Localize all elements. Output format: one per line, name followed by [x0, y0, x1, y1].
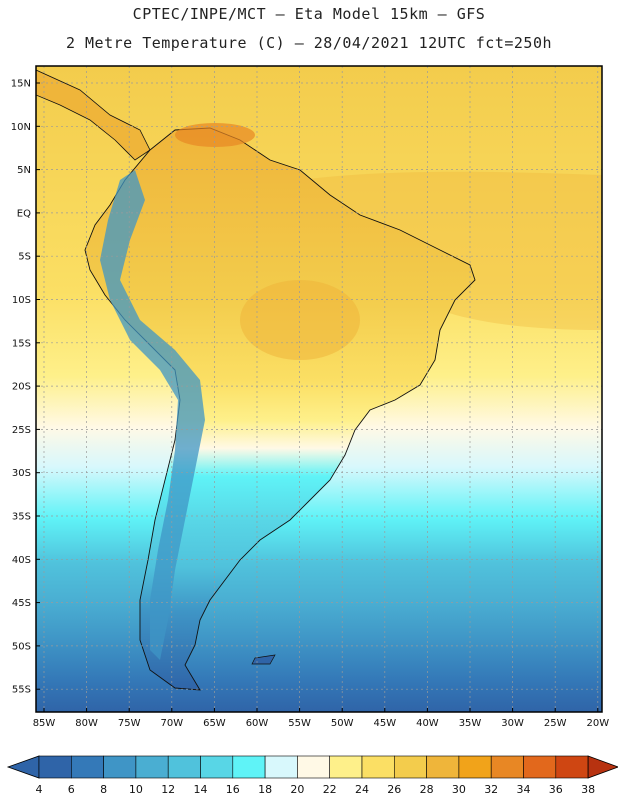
colorbar-tick-label: 20: [290, 783, 304, 796]
lon-label: 20W: [586, 718, 609, 729]
colorbar-tick-label: 16: [226, 783, 240, 796]
lon-label: 85W: [33, 718, 56, 729]
lon-label: 30W: [501, 718, 524, 729]
lon-label: 35W: [459, 718, 482, 729]
colorbar-swatch: [393, 755, 427, 779]
lat-label: 15S: [12, 338, 31, 349]
lat-label: 55S: [12, 685, 31, 696]
colorbar-tick-label: 6: [68, 783, 75, 796]
colorbar-swatch: [329, 755, 363, 779]
colorbar-swatch: [38, 755, 72, 779]
lat-label: 25S: [12, 425, 31, 436]
colorbar-tick-label: 10: [129, 783, 143, 796]
colorbar-tick-label: 14: [194, 783, 208, 796]
lon-label: 65W: [203, 718, 226, 729]
lat-label: 30S: [12, 468, 31, 479]
colorbar-swatch: [71, 755, 104, 779]
colorbar-tick-label: 18: [258, 783, 272, 796]
colorbar-swatch: [555, 755, 589, 779]
colorbar-tick-label: 12: [161, 783, 175, 796]
map-area: [36, 66, 602, 712]
colorbar-low-arrow: [6, 755, 40, 779]
colorbar-swatch: [490, 755, 524, 779]
colorbar-swatch: [361, 755, 395, 779]
lon-label: 45W: [373, 718, 396, 729]
lat-label: EQ: [17, 208, 31, 219]
lat-label: 10N: [11, 122, 31, 133]
lat-label: 35S: [12, 512, 31, 523]
colorbar-tick-label: 30: [452, 783, 466, 796]
colorbar-swatch: [458, 755, 492, 779]
colorbar-tick-label: 4: [36, 783, 43, 796]
latitude-labels: 15N 10N 5N EQ 5S 10S 15S 20S 25S 30S 35S 40S 45S 50S 5…: [11, 79, 31, 696]
lat-label: 10S: [12, 295, 31, 306]
lat-label: 50S: [12, 641, 31, 652]
longitude-labels: 85W 80W 75W 70W 65W 60W 55W 50W 45W 40W 35W 30W 25W 2…: [33, 718, 610, 729]
colorbar-high-arrow: [587, 755, 618, 779]
colorbar-tick-label: 32: [484, 783, 498, 796]
lon-label: 80W: [75, 718, 98, 729]
colorbar-swatch: [103, 755, 137, 779]
colorbar-tick-label: 38: [581, 783, 595, 796]
colorbar-tick-label: 8: [100, 783, 107, 796]
map-frame: [35, 65, 603, 713]
chart-title: CPTEC/INPE/MCT – Eta Model 15km – GFS: [132, 5, 486, 23]
lon-label: 55W: [288, 718, 311, 729]
colorbar-swatch: [523, 755, 557, 779]
colorbar-tick-label: 28: [420, 783, 434, 796]
lat-label: 5S: [18, 252, 31, 263]
lon-label: 40W: [416, 718, 439, 729]
andes-cool-ridge: [100, 170, 205, 660]
colorbar-swatch: [297, 755, 330, 779]
chart-subtitle: 2 Metre Temperature (C) – 28/04/2021 12U…: [65, 34, 553, 52]
colorbar-tick-label: 26: [387, 783, 401, 796]
colorbar: 4 6 8 10 12 14 16 18 20 22 24 26 28 30 32 34 36 38: [6, 755, 618, 796]
lat-label: 40S: [12, 555, 31, 566]
lon-label: 75W: [118, 718, 141, 729]
colorbar-tick-label: 22: [323, 783, 337, 796]
colorbar-tick-label: 34: [517, 783, 531, 796]
falkland-islands: [251, 654, 276, 665]
colorbar-swatch: [135, 755, 169, 779]
lat-label: 45S: [12, 598, 31, 609]
colorbar-tick-label: 36: [549, 783, 563, 796]
colorbar-swatch: [264, 755, 298, 779]
central-america-land: [36, 69, 151, 161]
hot-spot-venezuela: [175, 123, 255, 147]
colorbar-swatch: [426, 755, 460, 779]
lon-label: 50W: [331, 718, 354, 729]
colorbar-tick-label: 24: [355, 783, 369, 796]
lon-label: 70W: [160, 718, 183, 729]
colorbar-swatch: [232, 755, 266, 779]
lon-label: 60W: [246, 718, 269, 729]
lat-label: 5N: [17, 165, 31, 176]
colorbar-swatch: [200, 755, 234, 779]
lat-label: 15N: [11, 79, 31, 90]
lon-label: 25W: [544, 718, 567, 729]
lat-label: 20S: [12, 382, 31, 393]
colorbar-swatch: [167, 755, 201, 779]
warm-interior: [240, 280, 360, 360]
warm-atlantic-band: [300, 171, 602, 330]
